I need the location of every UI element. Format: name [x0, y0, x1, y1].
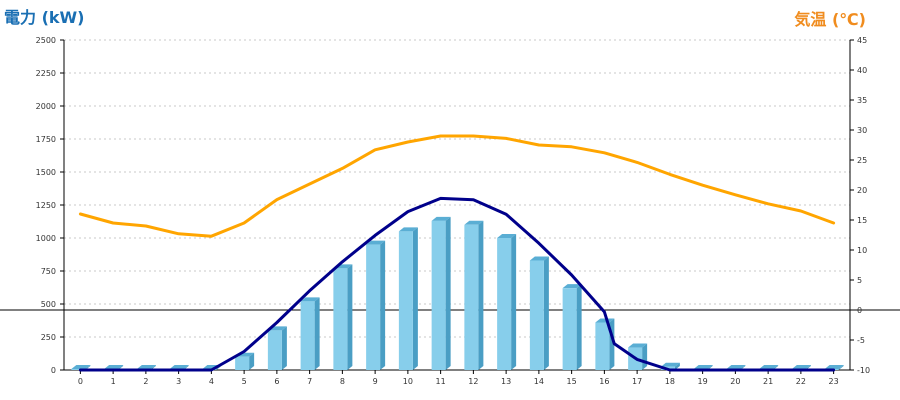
bar	[595, 322, 610, 370]
x-axis-tick-label: 14	[534, 377, 544, 386]
bar-top	[136, 365, 156, 369]
bar	[366, 244, 381, 370]
left-axis-tick-label: 500	[41, 300, 56, 309]
bar-top	[660, 362, 680, 367]
temperature-line-series	[78, 134, 836, 238]
bar-side	[838, 365, 844, 370]
x-axis-tick-label: 18	[665, 377, 675, 386]
bar-top	[71, 365, 91, 369]
bar-top	[104, 365, 124, 369]
left-axis-tick-label: 1500	[36, 168, 56, 177]
x-axis-tick-label: 12	[468, 377, 478, 386]
left-axis-tick-label: 250	[41, 333, 56, 342]
x-axis-tick-label: 7	[307, 377, 312, 386]
left-axis-tick-label: 1750	[36, 135, 56, 144]
bar	[398, 231, 413, 370]
left-axis-title: 電力 (kW)	[4, 8, 85, 27]
bar-top	[431, 216, 451, 221]
right-axis-tick-label: 30	[857, 126, 867, 135]
x-axis-tick-label: 1	[111, 377, 116, 386]
bar-top	[759, 365, 779, 369]
x-axis-tick-label: 2	[143, 377, 148, 386]
bar-top	[398, 227, 418, 232]
bar-side	[576, 284, 582, 370]
right-axis-tick-label: 0	[857, 306, 862, 315]
right-axis-tick-label: 40	[857, 66, 867, 75]
bar-side	[249, 352, 255, 370]
bar-side	[281, 326, 287, 370]
right-axis-tick-label: -10	[857, 366, 870, 375]
bar-top	[464, 220, 484, 225]
left-axis-tick-label: 1000	[36, 234, 56, 243]
left-axis-tick-label: 1250	[36, 201, 56, 210]
x-axis-tick-label: 23	[829, 377, 839, 386]
bar	[562, 288, 577, 370]
bar-side	[543, 256, 549, 370]
bar	[333, 268, 348, 370]
right-axis-tick-label: 35	[857, 96, 867, 105]
bar-top	[693, 365, 713, 369]
bar	[71, 369, 86, 370]
bar-side	[445, 216, 451, 370]
bar-side	[674, 362, 680, 370]
bar	[300, 301, 315, 370]
bar-top	[562, 284, 582, 289]
x-axis-tick-label: 20	[730, 377, 740, 386]
power-line-series	[78, 196, 836, 372]
x-axis-tick-label: 3	[176, 377, 181, 386]
bar	[529, 260, 544, 370]
bar-top	[628, 343, 648, 348]
bar-top	[824, 365, 844, 369]
right-axis-tick-label: -5	[857, 336, 865, 345]
right-axis-tick-label: 15	[857, 216, 867, 225]
bar-side	[314, 297, 320, 370]
left-axis-tick-label: 750	[41, 267, 56, 276]
left-axis-tick-label: 2500	[36, 36, 56, 45]
bar	[431, 220, 446, 370]
bar-top	[366, 240, 386, 245]
x-axis-tick-label: 17	[632, 377, 642, 386]
bar	[267, 330, 282, 370]
x-axis-tick-label: 4	[209, 377, 214, 386]
x-axis-tick-label: 16	[599, 377, 609, 386]
x-axis-tick-label: 8	[340, 377, 345, 386]
bar	[464, 224, 479, 370]
bar-top	[595, 318, 615, 323]
bar-top	[726, 365, 746, 369]
x-axis-tick-label: 5	[242, 377, 247, 386]
bar-side	[478, 220, 484, 370]
x-axis-tick-label: 11	[436, 377, 446, 386]
right-axis-tick-label: 45	[857, 36, 867, 45]
left-axis-tick-label: 2000	[36, 102, 56, 111]
bar-side	[380, 240, 386, 370]
x-axis-tick-label: 19	[698, 377, 708, 386]
left-axis-tick-label: 2250	[36, 69, 56, 78]
right-axis-tick-label: 25	[857, 156, 867, 165]
bar	[235, 356, 250, 370]
bar-top	[529, 256, 549, 261]
x-axis-tick-label: 22	[796, 377, 806, 386]
right-axis-tick-label: 10	[857, 246, 867, 255]
right-axis-tick-label: 5	[857, 276, 862, 285]
left-axis-tick-label: 0	[51, 366, 56, 375]
bar-top	[791, 365, 811, 369]
bar-top	[497, 234, 517, 238]
bar-side	[412, 227, 418, 370]
x-axis-tick-label: 9	[373, 377, 378, 386]
right-axis-tick-label: 20	[857, 186, 867, 195]
bar	[497, 238, 512, 370]
x-axis-tick-label: 13	[501, 377, 511, 386]
bar-side	[511, 234, 517, 370]
x-axis-tick-label: 6	[274, 377, 279, 386]
right-axis-title: 気温 (℃)	[794, 10, 866, 29]
bar-side	[347, 264, 353, 370]
x-axis-tick-label: 21	[763, 377, 773, 386]
x-axis-tick-label: 15	[567, 377, 577, 386]
bar-side	[642, 343, 648, 370]
x-axis-tick-label: 0	[78, 377, 83, 386]
bar-top	[169, 365, 189, 369]
bar-top	[300, 297, 320, 302]
x-axis-tick-label: 10	[403, 377, 413, 386]
